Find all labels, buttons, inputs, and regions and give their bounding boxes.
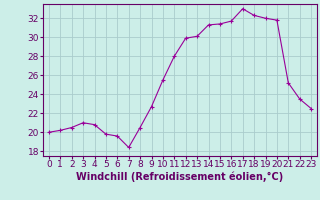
X-axis label: Windchill (Refroidissement éolien,°C): Windchill (Refroidissement éolien,°C) [76,172,284,182]
